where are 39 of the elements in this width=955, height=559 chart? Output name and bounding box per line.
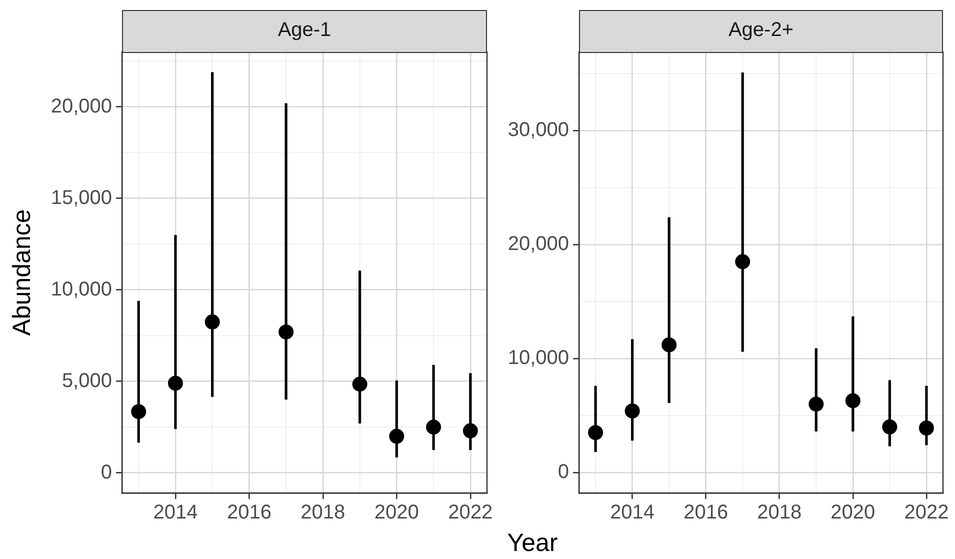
y-axis-title: Abundance [8, 209, 36, 336]
point [662, 337, 677, 352]
x-tick-label: 2020 [374, 502, 419, 524]
x-tick-label: 2018 [757, 502, 802, 524]
point [882, 419, 898, 434]
point [462, 423, 478, 438]
point [204, 314, 220, 330]
y-tick-label: 20,000 [508, 233, 569, 256]
x-tick-label: 2014 [610, 502, 655, 524]
point [131, 404, 146, 420]
y-tick-label: 15,000 [50, 186, 112, 209]
point [735, 254, 750, 270]
y-tick-label: 30,000 [508, 119, 569, 142]
y-tick-label: 0 [558, 461, 569, 484]
point [168, 376, 183, 391]
x-tick-label: 2022 [904, 502, 949, 524]
y-tick-label: 5,000 [62, 370, 112, 392]
point [588, 425, 604, 440]
x-tick-label: 2018 [300, 502, 346, 524]
x-tick-label: 2022 [448, 502, 493, 524]
point [808, 396, 824, 412]
x-tick-label: 2014 [153, 502, 198, 524]
point [845, 393, 860, 408]
point [624, 403, 640, 418]
y-tick-label: 0 [100, 461, 112, 484]
x-axis-title: Year [507, 528, 558, 558]
chart-title: Age-2+ [579, 10, 943, 53]
point [389, 428, 404, 444]
point [278, 324, 294, 340]
y-tick-label: 10,000 [508, 347, 569, 370]
y-tick-label: 10,000 [50, 278, 112, 300]
x-tick-label: 2016 [226, 502, 272, 524]
point [426, 420, 442, 435]
point [352, 376, 368, 392]
x-tick-label: 2020 [830, 502, 876, 524]
chart-title: Age-1 [122, 10, 487, 53]
y-tick-label: 20,000 [50, 95, 112, 118]
x-tick-label: 2016 [684, 502, 728, 524]
point [918, 420, 934, 436]
